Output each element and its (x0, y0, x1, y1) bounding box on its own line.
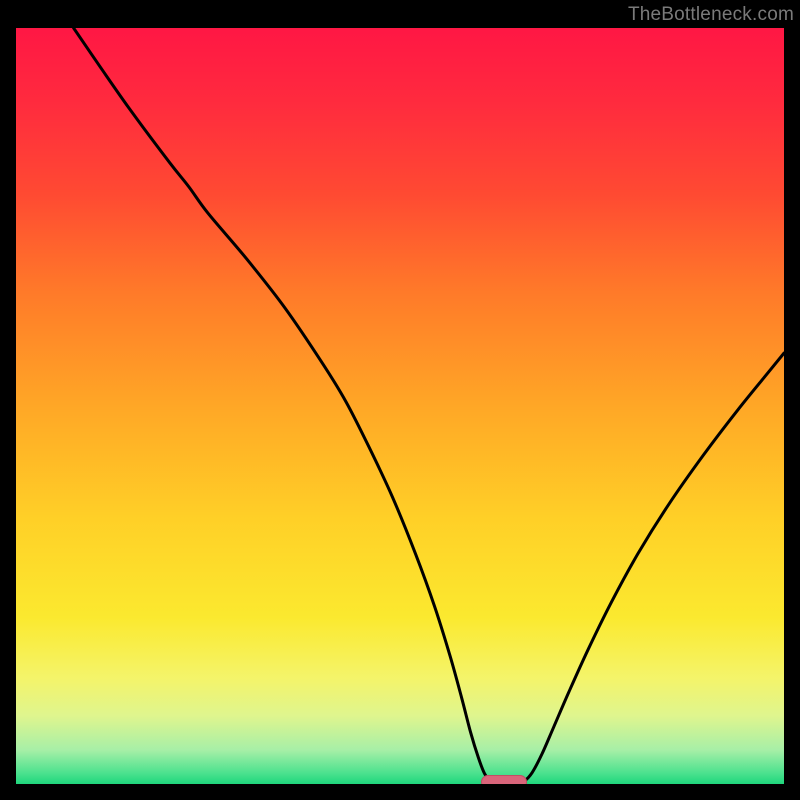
chart-bottleneck-marker (481, 775, 527, 784)
watermark-text: TheBottleneck.com (628, 4, 794, 26)
chart-outer-frame (0, 0, 800, 800)
chart-curve (16, 28, 784, 784)
chart-plot-area (16, 28, 784, 784)
